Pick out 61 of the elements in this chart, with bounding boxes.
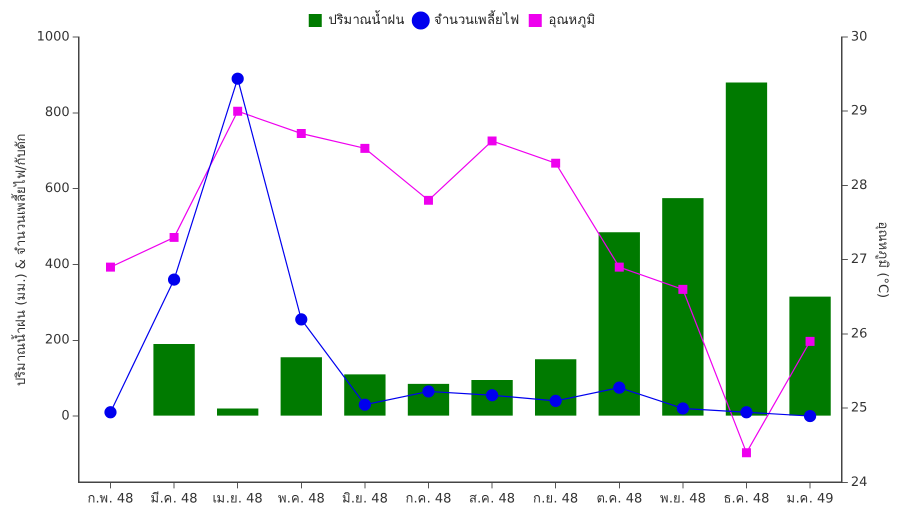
y2-axis-title: อุณหภูมิ (°C) bbox=[874, 221, 890, 298]
x-tick-label: ต.ค. 48 bbox=[596, 492, 642, 507]
x-tick-label: ก.ย. 48 bbox=[533, 492, 578, 507]
point bbox=[233, 106, 242, 116]
x-tick-label: มิ.ย. 48 bbox=[342, 492, 388, 507]
point bbox=[168, 274, 180, 286]
point bbox=[550, 394, 562, 407]
x-tick-label: พ.ย. 48 bbox=[660, 492, 706, 507]
point bbox=[613, 382, 626, 394]
x-tick-label: ธ.ค. 48 bbox=[723, 492, 770, 507]
bar bbox=[598, 232, 640, 416]
legend-label: ปริมาณน้ำฝน bbox=[328, 10, 404, 28]
point bbox=[422, 385, 435, 398]
y-tick-label: 400 bbox=[44, 256, 70, 272]
point bbox=[804, 410, 816, 422]
point bbox=[740, 406, 753, 418]
y-tick-label: 800 bbox=[44, 105, 70, 120]
point bbox=[104, 406, 117, 418]
bar bbox=[280, 357, 322, 416]
x-tick-label: พ.ค. 48 bbox=[278, 492, 325, 507]
bar bbox=[217, 408, 258, 416]
legend-label: จำนวนเพลี้ยไฟ bbox=[434, 10, 519, 28]
point bbox=[614, 262, 624, 272]
point bbox=[358, 398, 371, 411]
y2-tick-label: 28 bbox=[850, 178, 868, 193]
point bbox=[106, 262, 115, 272]
point bbox=[551, 158, 560, 168]
bar bbox=[662, 198, 704, 416]
point bbox=[676, 402, 689, 415]
point bbox=[232, 72, 244, 85]
y2-tick-label: 25 bbox=[850, 400, 868, 416]
y2-tick-label: 26 bbox=[850, 326, 868, 342]
y2-tick-label: 30 bbox=[850, 29, 868, 44]
y2-tick-label: 27 bbox=[850, 252, 868, 268]
y-tick-label: 200 bbox=[44, 332, 70, 348]
point bbox=[424, 196, 433, 205]
y-tick-label: 0 bbox=[61, 408, 70, 424]
legend-label: อุณหภูมิ bbox=[548, 12, 596, 28]
y-axis-title: ปริมาณน้ำฝน (มม.) & จำนวนเพลี้ยไฟ/กับดัก bbox=[11, 134, 30, 386]
y2-tick-label: 24 bbox=[850, 474, 868, 490]
x-tick-label: ม.ค. 49 bbox=[786, 492, 834, 507]
bar bbox=[726, 82, 768, 416]
x-tick-label: ส.ค. 48 bbox=[469, 492, 516, 507]
bar bbox=[535, 359, 576, 416]
bar bbox=[789, 296, 831, 416]
bar bbox=[153, 344, 195, 416]
x-tick-label: มี.ค. 48 bbox=[150, 490, 198, 507]
x-tick-label: ก.ค. 48 bbox=[405, 492, 452, 507]
point bbox=[806, 336, 815, 346]
point bbox=[296, 129, 306, 138]
point bbox=[488, 136, 497, 146]
x-tick-label: เม.ย. 48 bbox=[212, 492, 263, 507]
y-tick-label: 1000 bbox=[36, 29, 70, 44]
point bbox=[170, 232, 179, 242]
x-tick-label: ก.พ. 48 bbox=[88, 492, 134, 507]
point bbox=[742, 448, 751, 458]
point bbox=[360, 144, 370, 153]
y-tick-label: 600 bbox=[44, 181, 70, 196]
y2-tick-label: 29 bbox=[850, 104, 868, 119]
point bbox=[678, 284, 688, 294]
point bbox=[295, 313, 308, 326]
